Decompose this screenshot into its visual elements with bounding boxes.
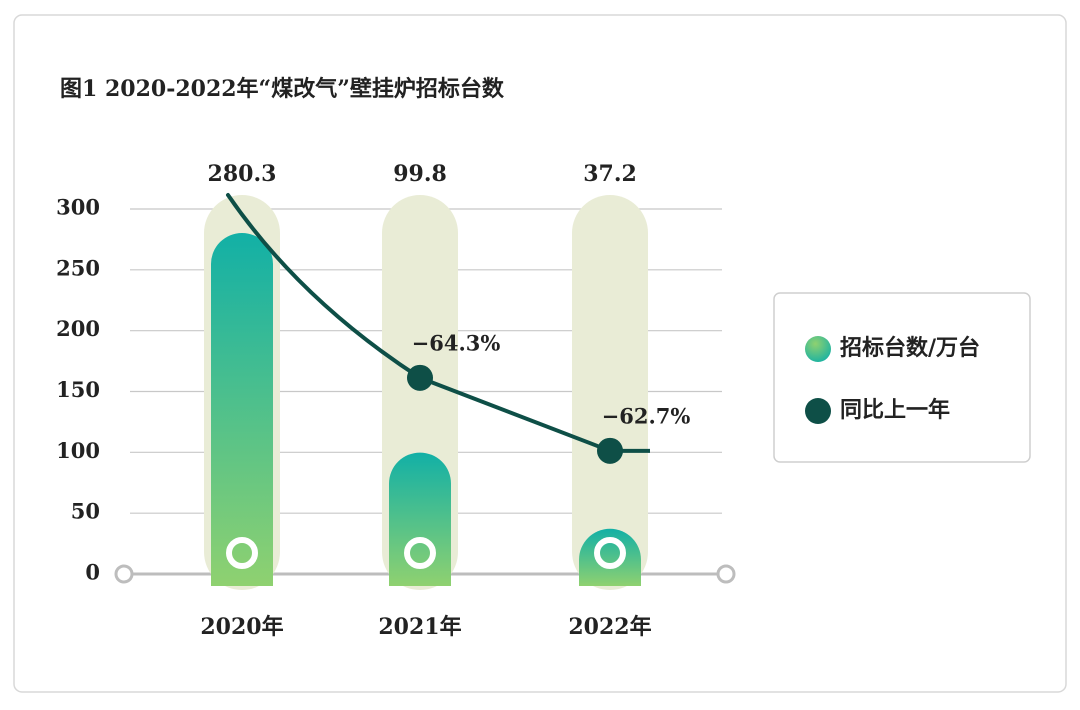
axis-end [716, 564, 736, 584]
line-point [597, 437, 623, 464]
legend-box [773, 292, 1031, 463]
legend-label: 招标台数/万台 [840, 335, 980, 361]
x-tick-label: 2020年 [200, 614, 283, 640]
value-label: 37.2 [583, 161, 637, 187]
y-tick-label: 0 [85, 560, 100, 585]
legend-label: 同比上一年 [840, 397, 950, 423]
line [419, 375, 611, 453]
axis-end [114, 564, 134, 584]
line-lead [226, 193, 422, 380]
y-tick-label: 200 [56, 316, 100, 341]
y-tick-label: 100 [56, 438, 100, 463]
chart-title: 图1 2020-2022年“煤改气”壁挂炉招标台数 [60, 76, 505, 102]
bar-ring [226, 537, 258, 569]
x-tick-label: 2021年 [378, 614, 461, 640]
bar-ring [404, 537, 436, 569]
legend-swatch [805, 398, 831, 424]
bar-track [572, 195, 648, 590]
value-label: 280.3 [208, 161, 277, 187]
bar [211, 232, 273, 586]
line-point [407, 364, 433, 391]
bar-ring [594, 537, 626, 569]
legend-swatch [805, 336, 831, 362]
y-tick-label: 150 [56, 377, 100, 402]
value-label: −62.7% [602, 403, 691, 428]
y-tick-label: 50 [71, 499, 100, 524]
value-label: −64.3% [412, 330, 501, 355]
y-tick-label: 250 [56, 255, 100, 280]
value-label: 99.8 [393, 161, 447, 187]
y-tick-label: 300 [56, 195, 100, 220]
bar [579, 528, 641, 586]
x-tick-label: 2022年 [568, 614, 651, 640]
